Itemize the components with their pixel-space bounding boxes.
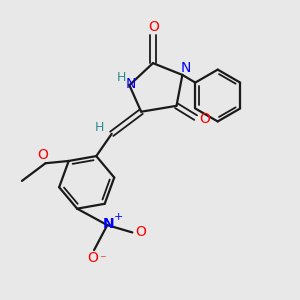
Text: O: O	[148, 20, 159, 34]
Text: O: O	[37, 148, 48, 162]
Text: ⁻: ⁻	[99, 253, 106, 266]
Text: O: O	[199, 112, 210, 126]
Text: N: N	[181, 61, 191, 75]
Text: H: H	[116, 71, 126, 84]
Text: N: N	[103, 218, 115, 232]
Text: N: N	[126, 77, 136, 91]
Text: +: +	[114, 212, 123, 222]
Text: O: O	[136, 225, 147, 239]
Text: H: H	[95, 122, 104, 134]
Text: O: O	[87, 251, 98, 266]
